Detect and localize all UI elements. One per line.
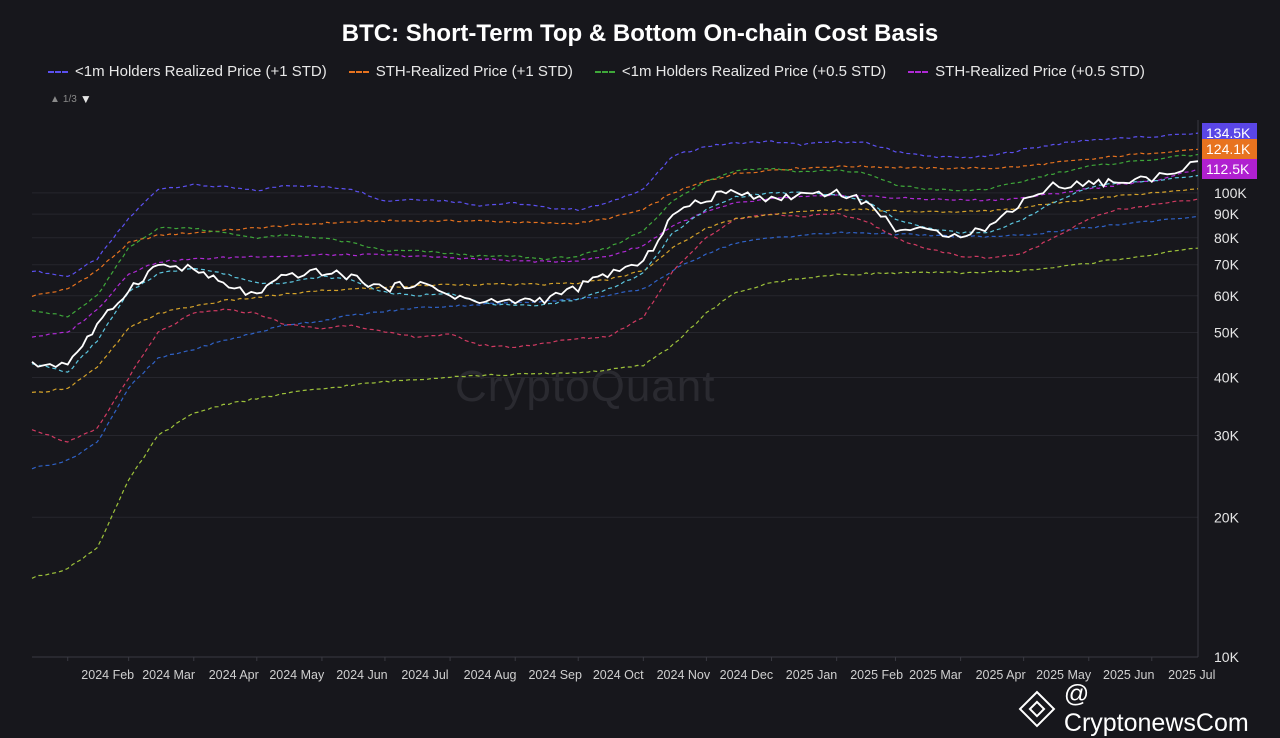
y-tick-label: 20K <box>1214 509 1240 525</box>
y-tick-label: 30K <box>1214 428 1240 444</box>
legend-item[interactable]: STH-Realized Price (+1 STD) <box>348 63 573 80</box>
y-tick-label: 90K <box>1214 206 1240 222</box>
x-tick-label: 2024 Aug <box>464 668 517 682</box>
x-tick-label: 2024 Jul <box>401 668 448 682</box>
legend-item[interactable]: STH-Realized Price (+0.5 STD) <box>908 63 1145 80</box>
x-tick-label: 2025 Mar <box>909 668 962 682</box>
watermark: CryptoQuant <box>455 362 716 411</box>
y-tick-label: 50K <box>1214 325 1240 341</box>
series-line <box>31 168 1199 338</box>
price-tag: 134.5K <box>1202 123 1257 144</box>
x-tick-label: 2025 Jun <box>1103 668 1154 682</box>
chart-legend: <1m Holders Realized Price (+1 STD) STH-… <box>48 63 1145 80</box>
legend-swatch <box>594 70 615 73</box>
x-tick-label: 2025 Jul <box>1168 668 1215 682</box>
series-line <box>31 174 1199 373</box>
x-tick-label: 2025 Feb <box>850 668 903 682</box>
y-tick-label: 70K <box>1214 257 1240 273</box>
legend-item[interactable]: <1m Holders Realized Price (+0.5 STD) <box>594 63 887 80</box>
pager-up-icon[interactable]: ▲ <box>50 93 60 105</box>
series-line <box>31 153 1199 318</box>
x-tick-label: 2024 Mar <box>142 668 195 682</box>
legend-swatch <box>348 70 369 73</box>
x-tick-label: 2025 Jan <box>786 668 837 682</box>
series-line <box>31 198 1199 443</box>
x-tick-label: 2024 Dec <box>720 668 774 682</box>
legend-label: <1m Holders Realized Price (+1 STD) <box>75 63 327 80</box>
x-tick-label: 2024 Sep <box>528 668 582 682</box>
x-tick-label: 2024 Jun <box>336 668 387 682</box>
btc-price-line <box>31 160 1199 369</box>
series-line <box>31 215 1199 470</box>
x-tick-label: 2024 Apr <box>209 668 259 682</box>
y-tick-label: 10K <box>1214 649 1240 665</box>
series-line <box>31 188 1199 393</box>
chart-plot: 10K 20K 30K 40K 50K 60K 70K 80K 90K 100K 2024 Feb 2… <box>31 120 1247 682</box>
y-tick-label: 60K <box>1214 288 1240 304</box>
brand-watermark: @ CryptonewsCom <box>1018 680 1280 738</box>
legend-item[interactable]: <1m Holders Realized Price (+1 STD) <box>48 63 327 80</box>
pager-down-icon[interactable]: ▼ <box>79 92 92 106</box>
legend-label: <1m Holders Realized Price (+0.5 STD) <box>621 63 887 80</box>
binance-logo-icon <box>1018 690 1056 728</box>
price-tag: 112.5K <box>1202 159 1257 180</box>
x-tick-label: 2024 Nov <box>657 668 711 682</box>
legend-label: STH-Realized Price (+1 STD) <box>375 63 573 80</box>
x-tick-label: 2024 Oct <box>593 668 644 682</box>
y-tick-label: 40K <box>1214 370 1240 386</box>
pager-text: 1/3 <box>62 93 77 105</box>
brand-text: @ CryptonewsCom <box>1063 680 1249 737</box>
y-tick-label: 100K <box>1214 185 1247 201</box>
series-line <box>31 148 1199 297</box>
legend-pager: ▲ 1/3 ▼ <box>50 92 92 106</box>
x-tick-label: 2024 Feb <box>81 668 134 682</box>
x-tick-label: 2024 May <box>269 668 325 682</box>
x-tick-label: 2025 May <box>1036 668 1092 682</box>
price-tag: 124.1K <box>1202 139 1257 160</box>
legend-swatch <box>48 70 68 73</box>
chart-title: BTC: Short-Term Top & Bottom On-chain Co… <box>341 20 939 47</box>
legend-label: STH-Realized Price (+0.5 STD) <box>935 63 1145 80</box>
y-tick-label: 80K <box>1214 230 1240 246</box>
series-line <box>31 132 1199 278</box>
series-line <box>31 247 1199 579</box>
legend-swatch <box>908 70 929 73</box>
x-tick-label: 2025 Apr <box>976 668 1026 682</box>
